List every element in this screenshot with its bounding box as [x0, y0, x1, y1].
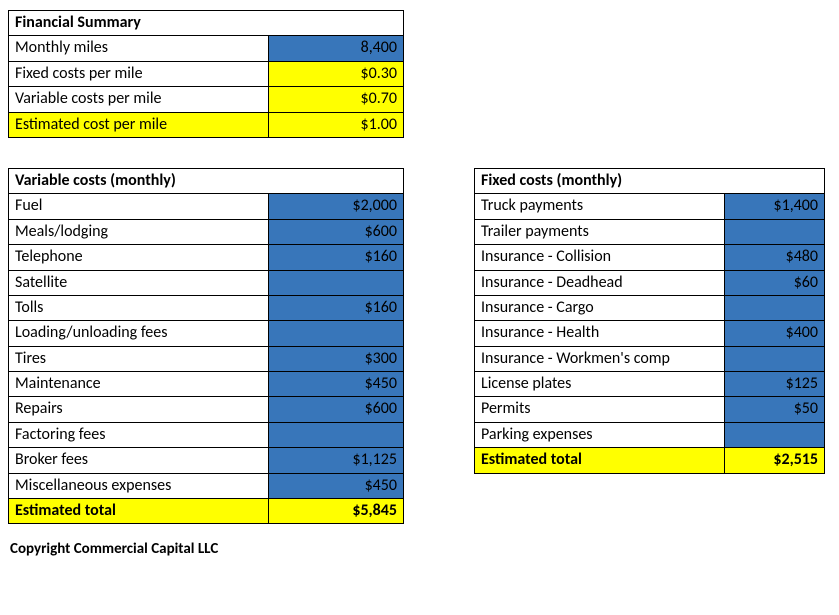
row-label: Trailer payments — [475, 219, 725, 244]
table-row: Satellite — [9, 270, 404, 295]
row-value: $60 — [725, 270, 825, 295]
row-value: $450 — [269, 372, 404, 397]
row-value: $450 — [269, 473, 404, 498]
table-row: Monthly miles 8,400 — [9, 36, 404, 61]
row-label: Insurance - Health — [475, 321, 725, 346]
table-total-row: Estimated total $5,845 — [9, 499, 404, 524]
row-label: Insurance - Deadhead — [475, 270, 725, 295]
row-value: $480 — [725, 245, 825, 270]
table-row: Fixed costs per mile $0.30 — [9, 61, 404, 86]
total-value: $5,845 — [269, 499, 404, 524]
spacer — [8, 138, 831, 168]
table-row: Fuel$2,000 — [9, 194, 404, 219]
table-row: Tires$300 — [9, 346, 404, 371]
row-label: Meals/lodging — [9, 219, 269, 244]
table-row: Miscellaneous expenses$450 — [9, 473, 404, 498]
table-total-row: Estimated total $2,515 — [475, 448, 825, 473]
row-label: Fixed costs per mile — [9, 61, 269, 86]
row-value: $300 — [269, 346, 404, 371]
table-row: Insurance - Workmen's comp — [475, 346, 825, 371]
row-value: $0.70 — [269, 87, 404, 112]
table-row: Insurance - Collision$480 — [475, 245, 825, 270]
row-value: $1,400 — [725, 194, 825, 219]
table-row: Repairs$600 — [9, 397, 404, 422]
table-row: Trailer payments — [475, 219, 825, 244]
table-row: Insurance - Deadhead$60 — [475, 270, 825, 295]
variable-costs-table: Variable costs (monthly) Fuel$2,000 Meal… — [8, 168, 404, 524]
fixed-costs-table: Fixed costs (monthly) Truck payments$1,4… — [474, 168, 825, 474]
row-label: Insurance - Workmen's comp — [475, 346, 725, 371]
row-label: Fuel — [9, 194, 269, 219]
row-value: $1,125 — [269, 448, 404, 473]
costs-tables-row: Variable costs (monthly) Fuel$2,000 Meal… — [8, 168, 831, 524]
row-label: License plates — [475, 372, 725, 397]
total-label: Estimated total — [475, 448, 725, 473]
page: Financial Summary Monthly miles 8,400 Fi… — [0, 0, 839, 615]
table-row: Estimated cost per mile $1.00 — [9, 112, 404, 137]
row-label: Satellite — [9, 270, 269, 295]
table-row: Variable costs per mile $0.70 — [9, 87, 404, 112]
row-value: $0.30 — [269, 61, 404, 86]
row-value — [725, 219, 825, 244]
table-row: Insurance - Health$400 — [475, 321, 825, 346]
row-label: Maintenance — [9, 372, 269, 397]
row-label: Permits — [475, 397, 725, 422]
table-header-row: Fixed costs (monthly) — [475, 168, 825, 193]
table-row: Parking expenses — [475, 422, 825, 447]
row-label: Truck payments — [475, 194, 725, 219]
row-value — [725, 295, 825, 320]
row-value — [269, 321, 404, 346]
row-label: Insurance - Collision — [475, 245, 725, 270]
row-label: Insurance - Cargo — [475, 295, 725, 320]
row-value — [269, 422, 404, 447]
table-title: Variable costs (monthly) — [9, 168, 404, 193]
row-value — [725, 422, 825, 447]
row-value — [725, 346, 825, 371]
row-value — [269, 270, 404, 295]
row-value: $160 — [269, 295, 404, 320]
row-value: $600 — [269, 219, 404, 244]
table-row: Permits$50 — [475, 397, 825, 422]
row-value: $2,000 — [269, 194, 404, 219]
row-label: Estimated cost per mile — [9, 112, 269, 137]
table-row: Broker fees$1,125 — [9, 448, 404, 473]
row-label: Miscellaneous expenses — [9, 473, 269, 498]
table-row: Loading/unloading fees — [9, 321, 404, 346]
row-label: Loading/unloading fees — [9, 321, 269, 346]
table-title: Financial Summary — [9, 11, 404, 36]
table-row: Meals/lodging$600 — [9, 219, 404, 244]
total-value: $2,515 — [725, 448, 825, 473]
table-row: License plates$125 — [475, 372, 825, 397]
row-label: Tires — [9, 346, 269, 371]
row-value: $400 — [725, 321, 825, 346]
row-label: Broker fees — [9, 448, 269, 473]
row-label: Variable costs per mile — [9, 87, 269, 112]
row-label: Factoring fees — [9, 422, 269, 447]
row-label: Telephone — [9, 245, 269, 270]
row-value: $1.00 — [269, 112, 404, 137]
total-label: Estimated total — [9, 499, 269, 524]
row-value: $50 — [725, 397, 825, 422]
row-label: Tolls — [9, 295, 269, 320]
row-label: Repairs — [9, 397, 269, 422]
financial-summary-table: Financial Summary Monthly miles 8,400 Fi… — [8, 10, 404, 138]
table-header-row: Variable costs (monthly) — [9, 168, 404, 193]
table-row: Telephone$160 — [9, 245, 404, 270]
table-row: Truck payments$1,400 — [475, 194, 825, 219]
table-row: Maintenance$450 — [9, 372, 404, 397]
table-row: Insurance - Cargo — [475, 295, 825, 320]
row-value: 8,400 — [269, 36, 404, 61]
table-row: Factoring fees — [9, 422, 404, 447]
row-label: Parking expenses — [475, 422, 725, 447]
row-value: $125 — [725, 372, 825, 397]
copyright-text: Copyright Commercial Capital LLC — [8, 540, 831, 558]
row-value: $600 — [269, 397, 404, 422]
row-label: Monthly miles — [9, 36, 269, 61]
table-row: Tolls$160 — [9, 295, 404, 320]
table-header-row: Financial Summary — [9, 11, 404, 36]
row-value: $160 — [269, 245, 404, 270]
table-title: Fixed costs (monthly) — [475, 168, 825, 193]
